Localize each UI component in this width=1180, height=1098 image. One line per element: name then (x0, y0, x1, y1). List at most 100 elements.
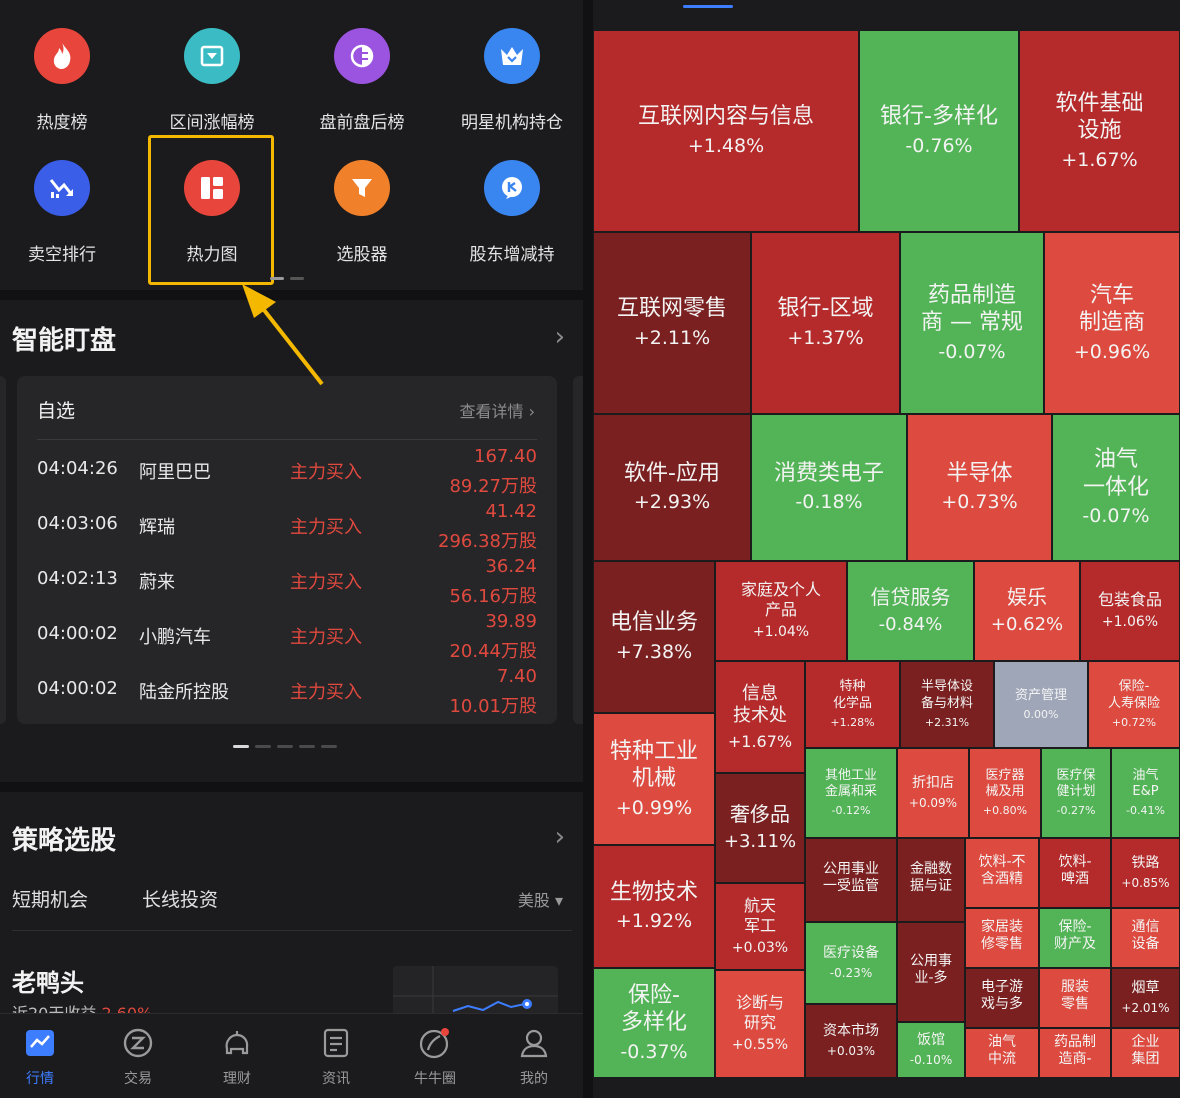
funnel-icon (334, 160, 390, 216)
nav-market[interactable]: 行情 (0, 1014, 80, 1098)
tile-name: 金融数 据与证 (910, 860, 952, 895)
heatmap-tile[interactable]: 电信业务 +7.38% (593, 561, 715, 713)
heatmap-tile[interactable]: 保险- 财产及 (1039, 908, 1111, 968)
heatmap-tile[interactable]: 信息 技术处 +1.67% (715, 661, 805, 773)
watchlist-card[interactable]: 自选 查看详情 › 04:04:26 阿里巴巴 主力买入 167.40 89.2… (17, 376, 557, 724)
heatmap-tile[interactable]: 银行-区域 +1.37% (751, 232, 900, 414)
tile-name: 诊断与 研究 (735, 993, 784, 1033)
heatmap-tile[interactable]: 软件基础 设施 +1.67% (1019, 30, 1180, 232)
heatmap-tile[interactable]: 服装 零售 (1039, 968, 1111, 1028)
heatmap-icon (184, 160, 240, 216)
heatmap-tile[interactable]: 医疗器 械及用 +0.80% (969, 748, 1041, 838)
shortcut-short-sell[interactable]: 卖空排行 (0, 136, 127, 265)
tile-change: +1.06% (1101, 614, 1159, 631)
heatmap-tile[interactable]: 特种工业 机械 +0.99% (593, 713, 715, 845)
heatmap-tile[interactable]: 航天 军工 +0.03% (715, 883, 805, 970)
heatmap-tile[interactable]: 烟草 +2.01% (1111, 968, 1180, 1028)
heatmap-tile[interactable]: 其他工业 金属和采 -0.12% (805, 748, 897, 838)
heatmap-tile[interactable]: 包装食品 +1.06% (1080, 561, 1180, 661)
heatmap-tile[interactable]: 饮料-不 含酒精 (965, 838, 1039, 908)
heatmap-tile[interactable]: 通信 设备 (1111, 908, 1180, 968)
tile-change: +0.03% (826, 1044, 876, 1059)
tile-change: +0.85% (1121, 876, 1170, 891)
tile-change: -0.10% (909, 1053, 953, 1068)
heatmap-tile[interactable]: 信贷服务 -0.84% (847, 561, 974, 661)
heatmap-tile[interactable]: 半导体 +0.73% (907, 414, 1052, 561)
heatmap-tile[interactable]: 金融数 据与证 (897, 838, 965, 922)
heatmap-tile[interactable]: 企业 集团 (1111, 1028, 1180, 1078)
nav-trade[interactable]: 交易 (98, 1014, 178, 1098)
heatmap-tile[interactable]: 药品制 造商- (1039, 1028, 1111, 1078)
shortcut-institution-holdings[interactable]: 明星机构持仓 (447, 4, 577, 133)
tab-short-term[interactable]: 短期机会 (12, 889, 89, 911)
heatmap-tile[interactable]: 互联网零售 +2.11% (593, 232, 751, 414)
heatmap-tile[interactable]: 银行-多样化 -0.76% (859, 30, 1019, 232)
market-select[interactable]: 美股 ▾ (517, 891, 563, 910)
view-details-link[interactable]: 查看详情 › (459, 402, 536, 421)
heatmap-tile[interactable]: 公用事业 一受监管 (805, 838, 897, 922)
heatmap-tile[interactable]: 饭馆 -0.10% (897, 1022, 965, 1078)
tile-name: 烟草 (1131, 979, 1160, 996)
shortcut-shareholder-changes[interactable]: 股东增减持 (447, 136, 577, 265)
heatmap-tile[interactable]: 家庭及个人 产品 +1.04% (715, 561, 847, 661)
tile-name: 保险- 财产及 (1054, 918, 1096, 953)
tile-name: 半导体 (946, 460, 1013, 486)
community-icon (418, 1026, 452, 1060)
tile-name: 特种工业 机械 (609, 738, 698, 792)
shortcut-heatmap[interactable]: 热力图 (147, 136, 277, 265)
tile-change: +0.03% (731, 939, 789, 956)
heatmap-tile[interactable]: 油气 一体化 -0.07% (1052, 414, 1180, 561)
nav-news[interactable]: 资讯 (296, 1014, 376, 1098)
tile-change: -0.41% (1126, 804, 1165, 818)
shareholder-icon (484, 160, 540, 216)
heatmap-tile[interactable]: 饮料- 啤酒 (1039, 838, 1111, 908)
nav-wealth[interactable]: 理财 (197, 1014, 277, 1098)
heatmap-tile[interactable]: 家居装 修零售 (965, 908, 1039, 968)
tile-change: +3.11% (723, 831, 797, 853)
heatmap-tile[interactable]: 消费类电子 -0.18% (751, 414, 907, 561)
heatmap-tile[interactable]: 娱乐 +0.62% (974, 561, 1080, 661)
heatmap-tile[interactable]: 油气 E&P -0.41% (1111, 748, 1180, 838)
heatmap-tile[interactable]: 资产管理 0.00% (994, 661, 1088, 748)
shortcut-range-gainers[interactable]: 区间涨幅榜 (147, 4, 277, 133)
heatmap-tile[interactable]: 保险- 多样化 -0.37% (593, 968, 715, 1078)
tile-change: +1.67% (727, 731, 793, 751)
heatmap-tile[interactable]: 医疗设备 -0.23% (805, 922, 897, 1004)
chevron-right-icon[interactable]: › (554, 322, 565, 352)
heatmap-tile[interactable]: 铁路 +0.85% (1111, 838, 1180, 908)
heatmap-tile[interactable]: 诊断与 研究 +0.55% (715, 970, 805, 1078)
heatmap-tile[interactable]: 特种 化学品 +1.28% (805, 661, 900, 748)
heatmap-tile[interactable]: 电子游 戏与多 (965, 968, 1039, 1028)
list-item[interactable]: 04:00:02 小鹏汽车 主力买入 39.89 20.44万股 (37, 611, 537, 662)
heatmap-tile[interactable]: 半导体设 备与材料 +2.31% (900, 661, 994, 748)
shortcut-premarket[interactable]: 盘前盘后榜 (297, 4, 427, 133)
heatmap-tile[interactable]: 互联网内容与信息 +1.48% (593, 30, 859, 232)
heatmap-tile[interactable]: 软件-应用 +2.93% (593, 414, 751, 561)
nav-community[interactable]: 牛牛圈 (395, 1014, 475, 1098)
tile-name: 奢侈品 (730, 802, 790, 827)
heatmap-tile[interactable]: 资本市场 +0.03% (805, 1004, 897, 1078)
list-item[interactable]: 04:03:06 辉瑞 主力买入 41.42 296.38万股 (37, 501, 537, 552)
chevron-right-icon[interactable]: › (554, 822, 565, 852)
premarket-icon (334, 28, 390, 84)
divider (0, 782, 583, 792)
heatmap-tile[interactable]: 公用事 业-多 (897, 922, 965, 1022)
shortcut-hot-list[interactable]: 热度榜 (0, 4, 127, 133)
list-item[interactable]: 04:02:13 蔚来 主力买入 36.24 56.16万股 (37, 556, 537, 607)
prev-card-peek (0, 376, 6, 724)
heatmap-tile[interactable]: 生物技术 +1.92% (593, 845, 715, 968)
heatmap-tile[interactable]: 汽车 制造商 +0.96% (1044, 232, 1180, 414)
shortcut-stock-screener[interactable]: 选股器 (297, 136, 427, 265)
heatmap-tile[interactable]: 折扣店 +0.09% (897, 748, 969, 838)
tab-long-term[interactable]: 长线投资 (142, 889, 219, 911)
nav-profile[interactable]: 我的 (494, 1014, 574, 1098)
heatmap-tile[interactable]: 奢侈品 +3.11% (715, 773, 805, 883)
tile-change: +1.37% (787, 326, 864, 349)
strategy-name[interactable]: 老鸭头 (12, 969, 84, 997)
heatmap-tile[interactable]: 药品制造 商 — 常规 -0.07% (900, 232, 1044, 414)
heatmap-tile[interactable]: 油气 中流 (965, 1028, 1039, 1078)
list-item[interactable]: 04:00:02 陆金所控股 主力买入 7.40 10.01万股 (37, 666, 537, 717)
heatmap-tile[interactable]: 保险- 人寿保险 +0.72% (1088, 661, 1180, 748)
heatmap-tile[interactable]: 医疗保 健计划 -0.27% (1041, 748, 1111, 838)
list-item[interactable]: 04:04:26 阿里巴巴 主力买入 167.40 89.27万股 (37, 446, 537, 497)
